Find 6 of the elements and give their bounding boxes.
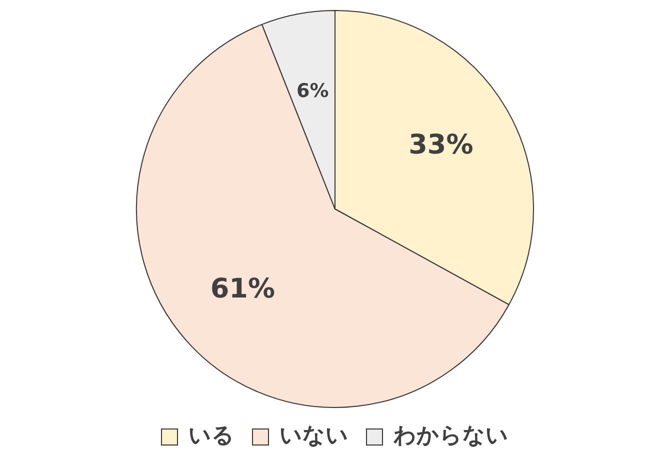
legend-label: いない (280, 424, 348, 449)
data-label: 33% (408, 129, 474, 160)
legend-label: いる (188, 424, 234, 449)
legend-label: わからない (392, 424, 508, 449)
data-label: 61% (210, 273, 276, 304)
data-label: 6% (296, 80, 329, 102)
